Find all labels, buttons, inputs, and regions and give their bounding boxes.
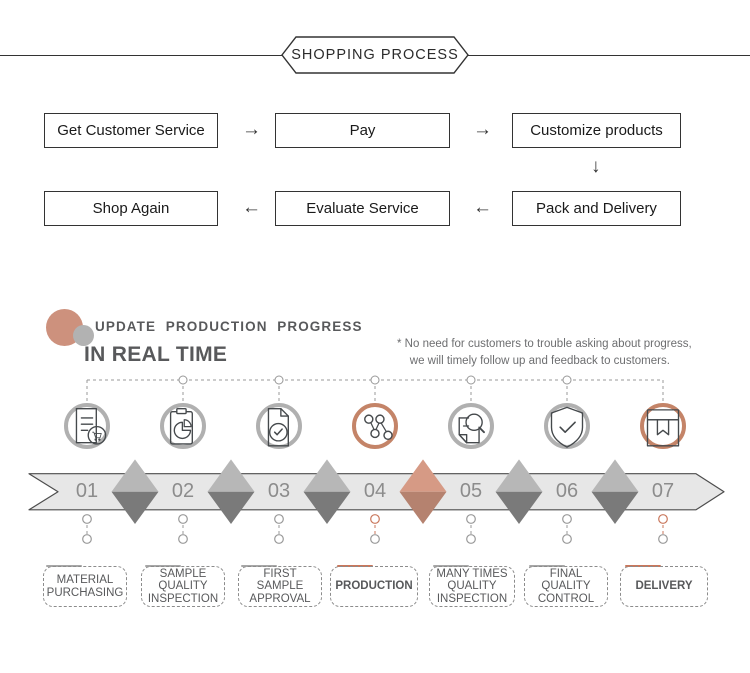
svg-text:01: 01	[76, 480, 98, 502]
svg-text:02: 02	[172, 480, 194, 502]
svg-text:03: 03	[268, 480, 290, 502]
svg-text:05: 05	[460, 480, 482, 502]
svg-text:06: 06	[556, 480, 578, 502]
svg-text:07: 07	[652, 480, 674, 502]
svg-text:04: 04	[364, 480, 386, 502]
